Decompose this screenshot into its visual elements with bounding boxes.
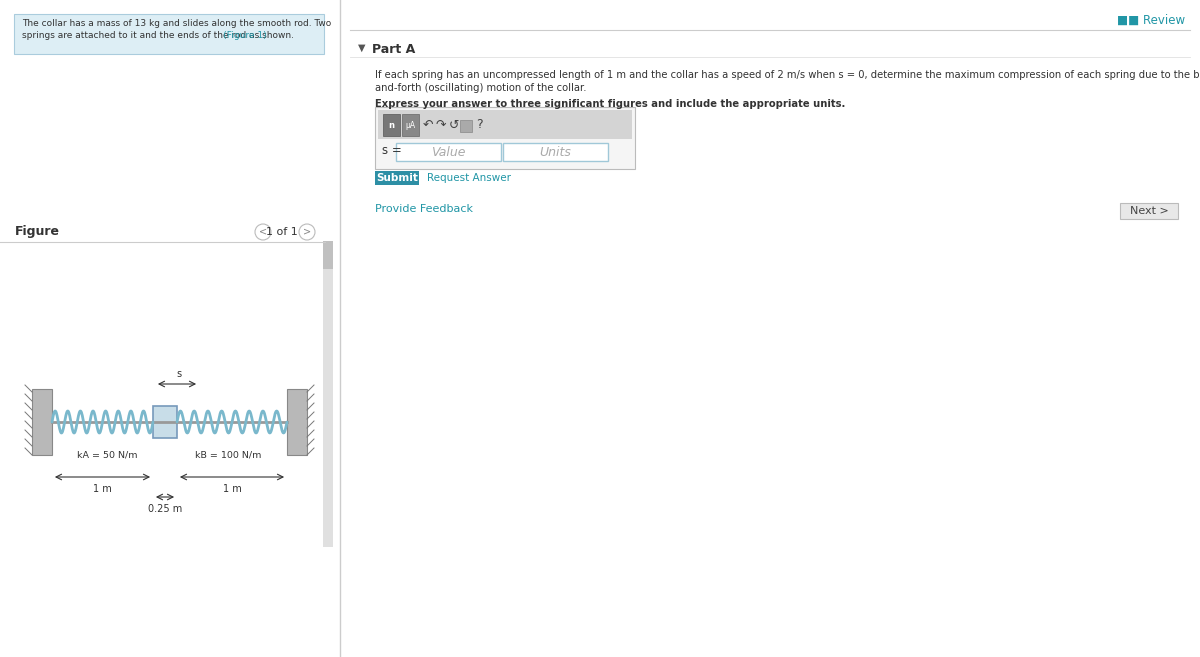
Text: 1 m: 1 m (94, 484, 112, 494)
Text: Next >: Next > (1129, 206, 1169, 216)
Text: Express your answer to three significant figures and include the appropriate uni: Express your answer to three significant… (374, 99, 845, 109)
Text: ?: ? (475, 118, 482, 131)
FancyBboxPatch shape (374, 171, 419, 185)
Text: 0.25 m: 0.25 m (148, 504, 182, 514)
Text: Provide Feedback: Provide Feedback (374, 204, 473, 214)
Text: Figure: Figure (14, 225, 60, 238)
Text: Submit: Submit (376, 173, 418, 183)
FancyBboxPatch shape (378, 110, 632, 139)
Text: s =: s = (382, 145, 402, 158)
FancyBboxPatch shape (340, 0, 1200, 657)
Circle shape (256, 224, 271, 240)
Text: springs are attached to it and the ends of the rod as shown.: springs are attached to it and the ends … (22, 31, 294, 40)
Text: <: < (259, 227, 268, 237)
FancyBboxPatch shape (323, 241, 334, 269)
Text: n: n (389, 120, 395, 129)
FancyBboxPatch shape (323, 242, 334, 547)
FancyBboxPatch shape (0, 0, 340, 657)
FancyBboxPatch shape (1120, 203, 1178, 219)
Text: Request Answer: Request Answer (427, 173, 511, 183)
FancyBboxPatch shape (14, 14, 324, 54)
FancyBboxPatch shape (460, 120, 472, 132)
Text: and-forth (oscillating) motion of the collar.: and-forth (oscillating) motion of the co… (374, 83, 587, 93)
FancyBboxPatch shape (396, 143, 502, 161)
FancyBboxPatch shape (383, 114, 400, 136)
Text: (Figure 1): (Figure 1) (22, 31, 266, 40)
Text: ↺: ↺ (449, 118, 460, 131)
FancyBboxPatch shape (287, 389, 307, 455)
Text: Units: Units (539, 145, 571, 158)
Text: ■■ Review: ■■ Review (1117, 14, 1186, 27)
Text: ▼: ▼ (358, 43, 366, 53)
Text: μA: μA (406, 120, 415, 129)
Text: 1 m: 1 m (223, 484, 241, 494)
FancyBboxPatch shape (32, 389, 52, 455)
Text: >: > (302, 227, 311, 237)
Text: ↶: ↶ (422, 118, 433, 131)
Text: If each spring has an uncompressed length of 1 m and the collar has a speed of 2: If each spring has an uncompressed lengt… (374, 70, 1200, 80)
Circle shape (299, 224, 314, 240)
Text: Value: Value (431, 145, 466, 158)
Text: ↷: ↷ (436, 118, 446, 131)
FancyBboxPatch shape (154, 406, 178, 438)
Text: kB = 100 N/m: kB = 100 N/m (194, 450, 262, 459)
Text: 1 of 1: 1 of 1 (266, 227, 298, 237)
Text: The collar has a mass of 13 kg and slides along the smooth rod. Two: The collar has a mass of 13 kg and slide… (22, 19, 331, 28)
FancyBboxPatch shape (374, 107, 635, 169)
Text: kA = 50 N/m: kA = 50 N/m (77, 450, 137, 459)
FancyBboxPatch shape (503, 143, 608, 161)
Text: s: s (176, 369, 181, 379)
FancyBboxPatch shape (402, 114, 419, 136)
Text: Part A: Part A (372, 43, 415, 56)
